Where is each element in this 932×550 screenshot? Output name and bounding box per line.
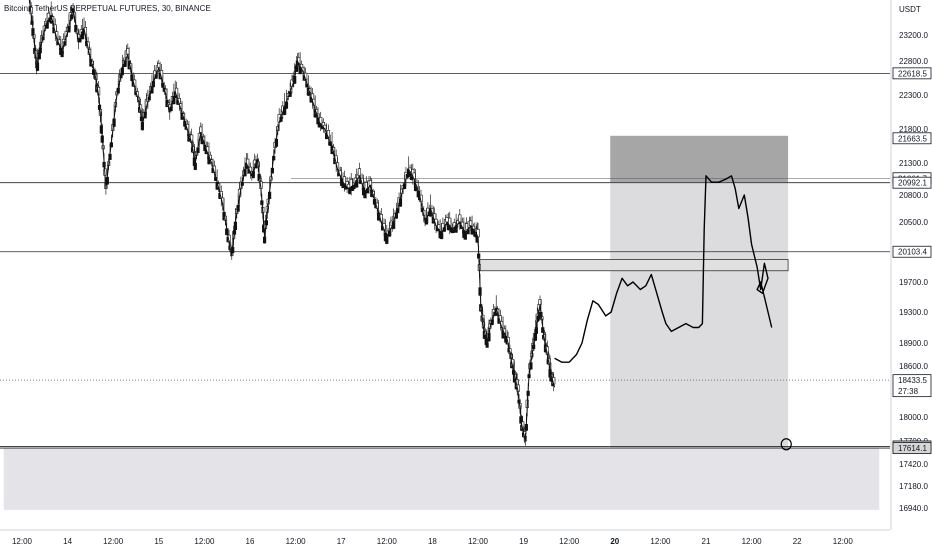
x-tick-label: 12:00	[103, 537, 124, 546]
price-badge-label: 22618.5	[898, 69, 927, 78]
annotation-circle[interactable]	[780, 438, 792, 451]
price-badge-box	[892, 67, 932, 80]
x-tick-label: 12:00	[194, 537, 215, 546]
y-tick-label: 19700.0	[899, 278, 928, 287]
x-tick-label: 17	[337, 537, 346, 546]
target-zone	[610, 135, 789, 183]
projection-zone	[610, 182, 789, 448]
y-tick-label: 16940.0	[899, 504, 928, 513]
chart-title: Bitcoin / TetherUS PERPETUAL FUTURES, 30…	[4, 4, 211, 13]
price-badge-box	[892, 176, 932, 189]
x-tick-label: 14	[63, 537, 72, 546]
y-tick-label: 17180.0	[899, 482, 928, 491]
y-tick-label: 20500.0	[899, 218, 928, 227]
price-badge-box	[892, 245, 932, 258]
y-tick-label: 17420.0	[899, 460, 928, 469]
y-tick-label: 18000.0	[899, 413, 928, 422]
x-tick-label: 12:00	[559, 537, 580, 546]
x-tick-label: 12:00	[12, 537, 33, 546]
y-tick-label: 22800.0	[899, 57, 928, 66]
price-badge[interactable]: 22618.5	[892, 67, 932, 80]
y-tick-label: 19300.0	[899, 308, 928, 317]
candle-body	[193, 162, 197, 170]
x-tick-label: 16	[246, 537, 255, 546]
candle-body	[140, 121, 144, 131]
price-badge[interactable]: 20992.1	[892, 176, 932, 189]
x-tick-label: 12:00	[650, 537, 671, 546]
y-tick-label: 18600.0	[899, 362, 928, 371]
x-tick-label: 19	[519, 537, 528, 546]
support-zone	[3, 447, 880, 510]
y-tick-label: 23200.0	[899, 31, 928, 40]
price-badge-label: 21663.5	[898, 134, 927, 143]
y-tick-label: 18900.0	[899, 339, 928, 348]
candle-body	[463, 232, 467, 240]
price-badge-label: 17614.1	[898, 444, 927, 453]
x-tick-label: 18	[428, 537, 437, 546]
x-tick-label: 20	[610, 537, 619, 546]
candle-body	[199, 126, 203, 133]
price-badge[interactable]: 18433.5 27:38	[892, 374, 932, 398]
y-axis-unit: USDT	[899, 5, 921, 14]
candle-body	[262, 236, 267, 244]
candle-body	[357, 168, 362, 177]
price-badge-label: 20103.4	[898, 248, 927, 257]
y-tick-label: 20800.0	[899, 191, 928, 200]
price-badge-box	[892, 374, 932, 398]
price-badge[interactable]: 17614.1	[892, 442, 932, 454]
candles	[28, 0, 556, 446]
price-badge-label: 18433.5	[898, 376, 927, 385]
price-badge-box	[892, 132, 932, 145]
x-tick-label: 15	[154, 537, 163, 546]
x-tick-label: 21	[702, 537, 711, 546]
price-badge-box	[892, 442, 932, 454]
x-tick-label: 12:00	[286, 537, 307, 546]
countdown-label: 27:38	[898, 387, 919, 396]
x-tick-label: 22	[793, 537, 802, 546]
candle-body	[458, 214, 462, 223]
x-tick-label: 12:00	[468, 537, 489, 546]
candle-body	[363, 191, 367, 199]
price-badge[interactable]: 21663.5	[892, 132, 932, 145]
y-tick-label: 21300.0	[899, 159, 928, 168]
price-badge[interactable]: 20103.4	[892, 245, 932, 258]
x-tick-label: 12:00	[742, 537, 763, 546]
y-tick-label: 21800.0	[899, 125, 928, 134]
candle-body	[349, 179, 353, 188]
price-badge-label: 20992.1	[898, 179, 927, 188]
x-tick-label: 12:00	[377, 537, 398, 546]
x-tick-label: 12:00	[833, 537, 854, 546]
price-series	[28, 0, 556, 442]
y-tick-label: 22300.0	[899, 91, 928, 100]
resistance-box	[479, 259, 789, 272]
forecast-path[interactable]	[554, 175, 773, 363]
